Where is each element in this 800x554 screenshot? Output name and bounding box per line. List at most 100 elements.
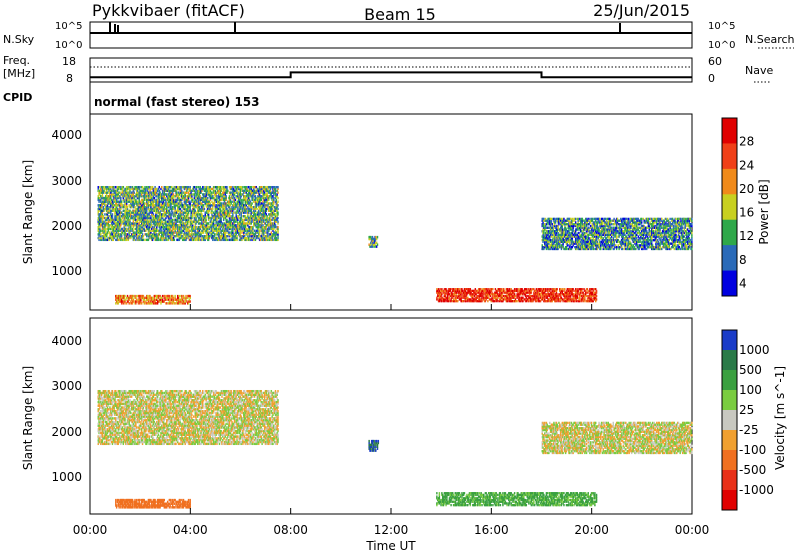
power-cell [436, 298, 438, 301]
power-cell [197, 211, 200, 214]
power-cell [161, 233, 163, 236]
power-cell [235, 231, 237, 234]
power-cell [164, 202, 166, 205]
power-cell [231, 233, 233, 236]
power-cell [266, 187, 268, 191]
power-cell [104, 227, 106, 231]
power-cell [136, 189, 139, 193]
power-cell [135, 215, 138, 218]
power-cell [253, 220, 255, 223]
power-cell [191, 231, 193, 234]
power-cell [190, 218, 192, 222]
power-cell [245, 185, 247, 189]
power-cell [187, 294, 190, 298]
power-cell [168, 222, 171, 225]
power-cell [239, 220, 242, 223]
power-cell [233, 193, 236, 196]
power-cell [161, 215, 164, 218]
power-cell [110, 222, 113, 225]
power-cell [219, 209, 222, 212]
power-cell [101, 220, 104, 223]
power-cell [186, 218, 188, 222]
power-cell [263, 193, 266, 196]
power-cell [486, 288, 488, 291]
power-cell [166, 209, 168, 212]
power-cell [105, 191, 108, 194]
power-cell [131, 202, 134, 205]
power-cell [268, 185, 270, 189]
power-cell [192, 222, 194, 225]
power-cell [106, 213, 109, 216]
power-cell [115, 231, 118, 234]
power-cell [139, 204, 141, 207]
power-cell [480, 294, 482, 298]
power-cell [161, 209, 164, 212]
power-cell [127, 213, 130, 216]
power-cell [240, 193, 242, 196]
power-cell [107, 207, 109, 211]
power-cell [271, 195, 273, 198]
power-cell [107, 202, 109, 205]
power-cell [248, 204, 251, 207]
power-cell [102, 209, 104, 212]
power-cell [131, 191, 134, 194]
power-cell [194, 198, 196, 202]
power-cell [204, 224, 206, 227]
power-cell [102, 200, 104, 203]
power-cell [147, 202, 150, 205]
power-cell [207, 187, 209, 191]
power-cell [134, 302, 136, 305]
power-cell [232, 187, 235, 191]
power-cell [107, 196, 109, 200]
power-cell [239, 211, 242, 214]
power-cell [136, 209, 139, 212]
power-cell [138, 238, 140, 242]
power-cell [186, 198, 189, 202]
power-cell [247, 198, 249, 202]
power-cell [217, 215, 219, 218]
power-cell [177, 187, 180, 191]
power-cell [130, 227, 132, 231]
power-cell [159, 205, 161, 209]
power-cell [254, 205, 257, 209]
power-cell [146, 227, 149, 231]
power-cell [439, 288, 441, 291]
power-cell [208, 231, 211, 234]
power-cell [177, 213, 180, 216]
power-cell [259, 225, 262, 229]
power-cell [248, 189, 250, 193]
power-cell [493, 293, 496, 296]
power-cell [235, 187, 237, 191]
power-cell [111, 193, 114, 196]
power-cell [142, 209, 145, 212]
power-cell [164, 238, 166, 242]
power-cell [457, 294, 460, 298]
power-cell [170, 204, 172, 207]
power-cell [132, 233, 135, 236]
power-cell [128, 187, 130, 191]
power-cell [128, 211, 130, 214]
power-cell [137, 238, 140, 242]
power-cell [195, 191, 197, 194]
power-cell [275, 205, 278, 209]
power-cell [112, 198, 115, 202]
power-cell [164, 222, 166, 225]
power-cell [132, 216, 135, 220]
power-cell [248, 225, 250, 229]
power-cell [475, 289, 477, 293]
power-cell [188, 216, 191, 220]
power-cell [185, 185, 187, 189]
power-cell [182, 191, 185, 194]
power-cell [270, 231, 273, 234]
power-cell [104, 213, 106, 216]
power-cell [148, 225, 150, 229]
power-cell [129, 205, 131, 209]
power-cell [274, 215, 277, 218]
power-cell [269, 207, 272, 211]
power-cell [259, 200, 262, 203]
power-cell [237, 198, 240, 202]
power-cell [249, 209, 252, 212]
power-cell [138, 229, 140, 232]
power-cell [174, 204, 176, 207]
power-cell [217, 227, 219, 231]
